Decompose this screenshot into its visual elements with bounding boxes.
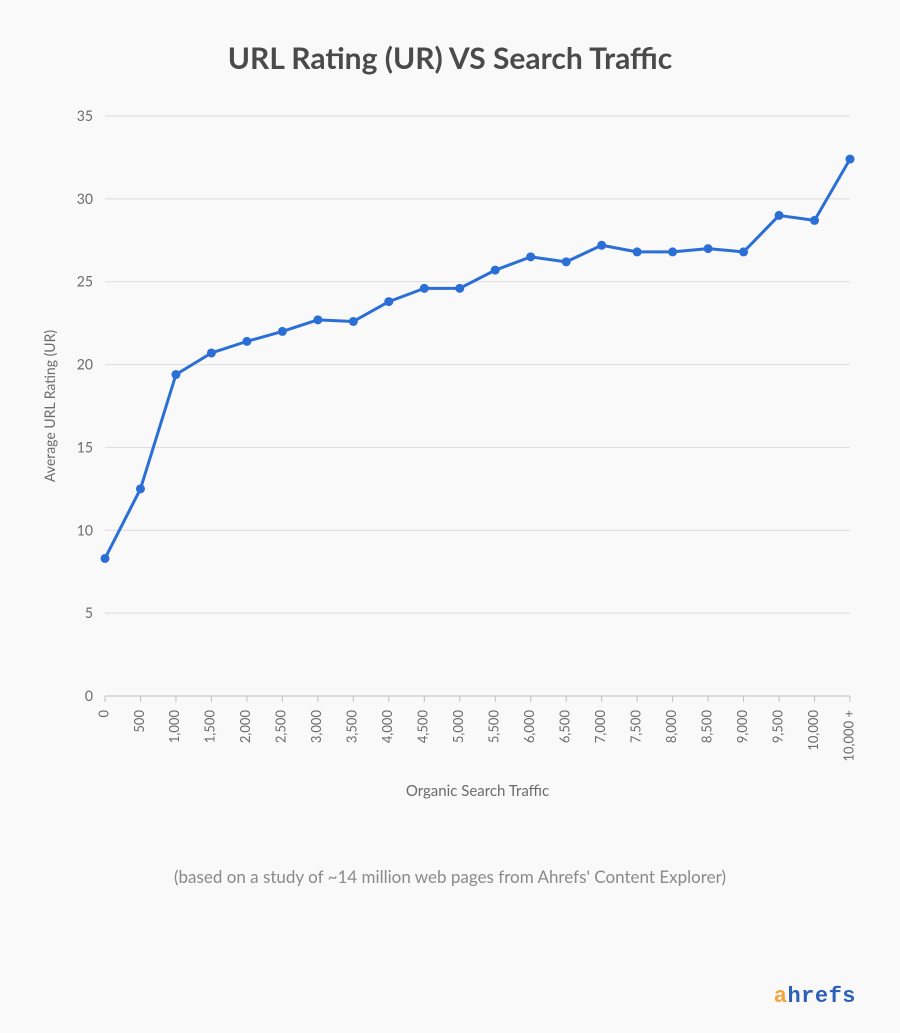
y-tick-label: 20 — [77, 356, 93, 373]
x-tick-label: 2,000 — [237, 710, 253, 744]
series-marker — [633, 247, 642, 256]
y-tick-label: 10 — [77, 521, 93, 538]
chart-plot-area: 0 5 10 15 20 25 30 35 0 500 1,000 1,500 2,000 2,500 3,… — [30, 106, 870, 826]
x-tick-label: 6,500 — [556, 710, 572, 744]
chart-container: URL Rating (UR) VS Search Traffic 0 5 10 15… — [0, 0, 900, 1033]
series-marker — [455, 284, 464, 293]
series-marker — [597, 241, 606, 250]
x-tick-label: 500 — [131, 710, 147, 733]
x-tick-label: 1,500 — [202, 710, 218, 744]
series-marker — [775, 211, 784, 220]
x-tick-label: 7,500 — [627, 710, 643, 744]
x-tick-label: 4,000 — [379, 710, 395, 744]
x-tick-label: 3,500 — [344, 710, 360, 744]
brand-accent-char: a — [774, 984, 788, 1009]
series-marker — [278, 327, 287, 336]
x-tick-label: 4,500 — [415, 710, 431, 744]
x-tick-label: 6,000 — [521, 710, 537, 744]
x-tick-label: 2,500 — [273, 710, 289, 744]
x-tick-label: 10,000 + — [840, 710, 856, 762]
y-tick-label: 0 — [85, 687, 93, 704]
series-marker — [846, 155, 855, 164]
series-marker — [562, 257, 571, 266]
series-marker — [384, 297, 393, 306]
series-marker — [171, 370, 180, 379]
y-tick-label: 35 — [77, 107, 93, 124]
series-marker — [101, 554, 110, 563]
x-tick-label: 9,500 — [769, 710, 785, 744]
x-tick-label: 10,000 — [805, 710, 821, 751]
x-tick-label: 7,000 — [592, 710, 608, 744]
series-marker — [491, 266, 500, 275]
chart-title: URL Rating (UR) VS Search Traffic — [30, 40, 870, 76]
chart-svg: 0 5 10 15 20 25 30 35 0 500 1,000 1,500 2,000 2,500 3,… — [30, 106, 870, 826]
brand-logo: ahrefs — [774, 984, 856, 1009]
chart-subtitle: (based on a study of ~14 million web pag… — [30, 866, 870, 887]
series-line — [105, 159, 850, 558]
series-marker — [704, 244, 713, 253]
y-tick-label: 5 — [85, 604, 93, 621]
y-tick-label: 30 — [77, 190, 93, 207]
series-marker — [668, 247, 677, 256]
x-tick-label: 1,000 — [166, 710, 182, 744]
series-marker — [810, 216, 819, 225]
y-axis-label: Average URL Rating (UR) — [41, 330, 58, 482]
series-marker — [526, 252, 535, 261]
series-marker — [349, 317, 358, 326]
x-tick-label: 5,000 — [450, 710, 466, 744]
x-tick-label: 5,500 — [486, 710, 502, 744]
series-marker — [207, 348, 216, 357]
x-tick-label: 0 — [95, 710, 111, 718]
series-marker — [313, 315, 322, 324]
y-tick-label: 25 — [77, 273, 93, 290]
x-axis-label: Organic Search Traffic — [406, 782, 549, 800]
series-marker — [420, 284, 429, 293]
series-marker — [739, 247, 748, 256]
brand-rest: hrefs — [787, 984, 856, 1009]
x-tick-label: 8,000 — [663, 710, 679, 744]
x-tick-label: 9,000 — [734, 710, 750, 744]
x-tick-label: 8,500 — [698, 710, 714, 744]
y-tick-label: 15 — [77, 438, 93, 455]
series-marker — [242, 337, 251, 346]
series-marker — [136, 484, 145, 493]
x-tick-label: 3,000 — [308, 710, 324, 744]
